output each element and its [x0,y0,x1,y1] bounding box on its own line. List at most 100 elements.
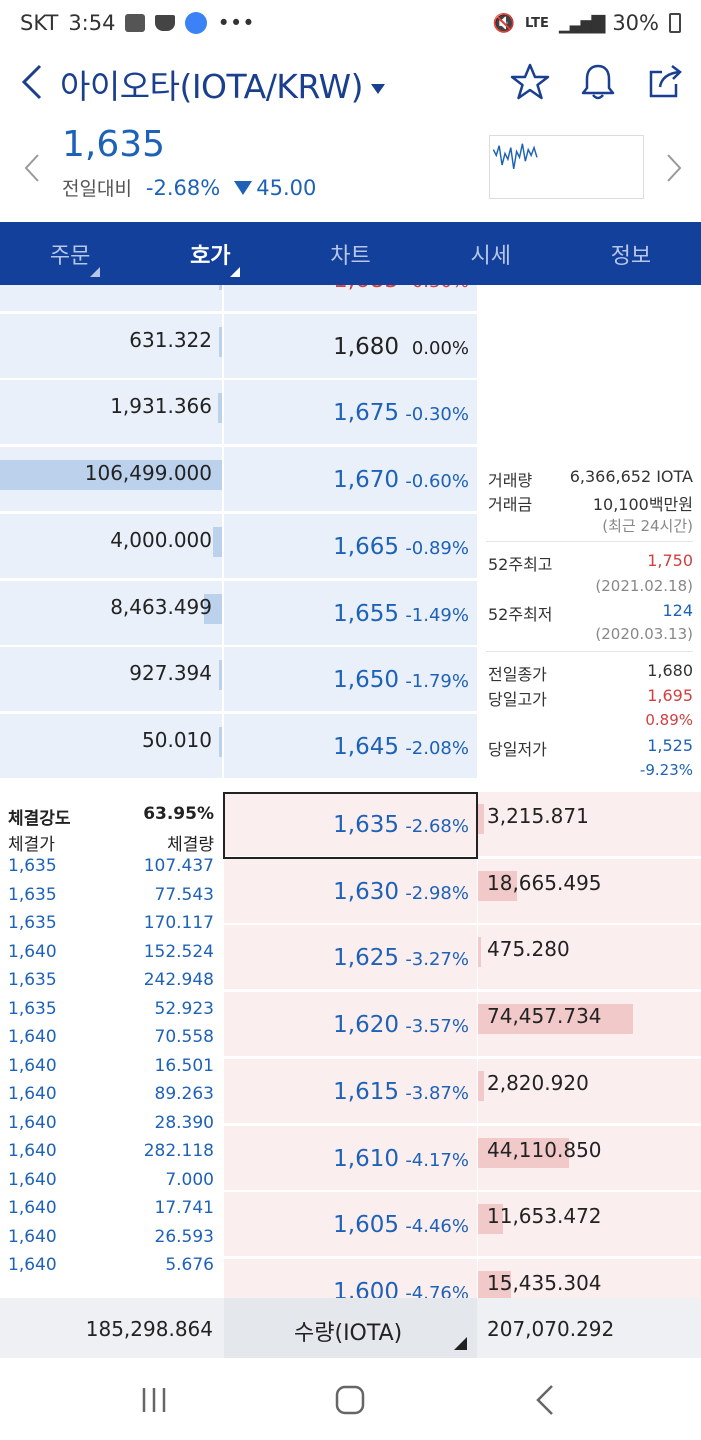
bid-row[interactable]: 1,610 -4.17% 44,110.850 [224,1125,701,1192]
ask-volume-bar [204,593,222,624]
trade-row: 1,640 7.000 [8,1170,214,1190]
ask-row[interactable]: 8,463.499 1,655 -1.49% [0,580,478,647]
unit-selector[interactable]: 수량(IOTA) [224,1298,477,1358]
ask-row[interactable]: 106,499.000 1,670 -0.60% [0,447,478,513]
ask-price-cell[interactable]: 1,670 -0.60% [224,447,477,512]
ask-row[interactable]: 81.139 1,685 0.30% [0,285,478,313]
ask-total-cell: 185,298.864 [0,1298,222,1358]
bid-price-cell[interactable]: 1,615 -3.87% [224,1058,477,1123]
trade-price: 1,635 [8,970,57,990]
back-nav-icon[interactable] [526,1380,566,1420]
ask-row[interactable]: 927.394 1,650 -1.79% [0,647,478,713]
day-high-pct: 0.89% [645,711,693,729]
tab-0[interactable]: 주문 [0,222,140,285]
recent-apps-icon[interactable] [134,1380,174,1420]
current-price-highlight [223,792,478,859]
bid-price-cell[interactable]: 1,635 -2.68% [224,792,477,856]
bid-qty: 475.280 [487,937,570,962]
ask-price-cell[interactable]: 1,675 -0.30% [224,380,477,445]
trade-qty: 16.501 [154,1055,214,1076]
trade-row: 1,635 52.923 [8,999,214,1019]
back-icon[interactable] [18,62,48,102]
next-coin-icon[interactable] [662,152,684,184]
bid-price-cell[interactable]: 1,605 -4.46% [224,1192,477,1257]
ask-price-cell[interactable]: 1,655 -1.49% [224,580,477,645]
ask-qty-cell: 8,463.499 [0,580,222,645]
change-amount-group: 45.00 [234,176,316,200]
home-icon[interactable] [330,1380,370,1420]
bid-row[interactable]: 1,615 -3.87% 2,820.920 [224,1058,701,1125]
ask-pct: -1.79% [405,671,469,693]
carrier-label: SKT [20,11,59,35]
ask-qty: 50.010 [142,727,212,752]
trade-price: 1,640 [8,1112,57,1133]
share-icon[interactable] [646,62,686,102]
trade-row: 1,640 17.741 [8,1198,214,1218]
bid-row[interactable]: 1,630 -2.98% 18,665.495 [224,858,701,925]
trade-qty: 28.390 [154,1112,214,1133]
ask-price-cell[interactable]: 1,665 -0.89% [224,513,477,578]
trade-row: 1,640 26.593 [8,1227,214,1247]
ask-row[interactable]: 1,931.366 1,675 -0.30% [0,380,478,446]
ask-row[interactable]: 50.010 1,645 -2.08% [0,713,478,780]
bid-price-cell[interactable]: 1,625 -3.27% [224,925,477,990]
bid-price: 1,615 [333,1078,399,1105]
bid-price-cell[interactable]: 1,600 -4.76% [224,1258,477,1298]
star-icon[interactable] [510,62,550,102]
high52-label: 52주최고 [488,555,553,574]
unit-label: 수량(IOTA) [294,1321,403,1346]
day-low-pct: -9.23% [639,761,693,779]
bid-price-cell[interactable]: 1,620 -3.57% [224,992,477,1057]
tab-4[interactable]: 정보 [561,222,701,285]
bid-price-cell[interactable]: 1,630 -2.98% [224,858,477,923]
bid-row[interactable]: 1,605 -4.46% 11,653.472 [224,1192,701,1258]
bid-row[interactable]: 1,635 -2.68% 3,215.871 [224,792,701,858]
bid-qty: 2,820.920 [487,1070,589,1095]
bid-qty-cell: 2,820.920 [478,1058,701,1123]
coin-selector[interactable]: 아이오타(IOTA/KRW) [60,60,386,108]
bell-icon[interactable] [578,62,618,102]
bid-row[interactable]: 1,600 -4.76% 15,435.304 [224,1258,701,1298]
ask-volume-bar [0,460,222,491]
divider [486,651,693,652]
bid-pct: -4.17% [405,1149,469,1171]
ask-pct: 0.00% [411,337,469,359]
trade-qty: 77.543 [154,884,214,905]
trade-price: 1,635 [8,998,57,1019]
tab-3[interactable]: 시세 [421,222,561,285]
ask-qty: 1,931.366 [110,394,212,419]
bid-price-cell[interactable]: 1,610 -4.17% [224,1125,477,1190]
ask-row[interactable]: 631.322 1,680 0.00% [0,313,478,380]
low52-date: (2020.03.13) [595,625,693,643]
bid-qty-cell: 11,653.472 [478,1192,701,1257]
bid-price: 1,635 [333,812,399,838]
ask-qty-cell: 927.394 [0,647,222,712]
ask-pct: -0.89% [405,537,469,559]
bid-row[interactable]: 1,625 -3.27% 475.280 [224,925,701,991]
network-label: LTE [525,15,549,31]
ask-price: 1,680 [333,333,399,360]
ask-price-cell[interactable]: 1,645 -2.08% [224,713,477,778]
tab-label: 차트 [330,243,371,269]
trade-price: 1,640 [8,1055,57,1076]
ask-price-cell[interactable]: 1,680 0.00% [224,313,477,378]
prev-coin-icon[interactable] [22,152,44,184]
tab-corner-icon [90,267,101,277]
tab-2[interactable]: 차트 [280,222,420,285]
ask-price-cell[interactable]: 1,650 -1.79% [224,647,477,712]
trade-row: 1,635 107.437 [8,856,214,876]
ask-price-cell[interactable]: 1,685 0.30% [224,285,477,311]
trade-price: 1,640 [8,1141,57,1161]
bid-pct: -4.76% [405,1282,469,1298]
tab-1[interactable]: 호가 [140,222,280,285]
ask-row[interactable]: 4,000.000 1,665 -0.89% [0,513,478,580]
trade-qty: 70.558 [154,1027,214,1047]
battery-label: 30% [612,11,659,35]
system-nav-bar [0,1358,701,1440]
day-low-label: 당일저가 [488,740,547,759]
page-title: 아이오타(IOTA/KRW) [60,67,364,106]
bid-row[interactable]: 1,620 -3.57% 74,457.734 [224,992,701,1058]
trade-price: 1,640 [8,1198,57,1218]
current-price: 1,635 [62,124,166,165]
mini-chart[interactable] [489,135,644,199]
